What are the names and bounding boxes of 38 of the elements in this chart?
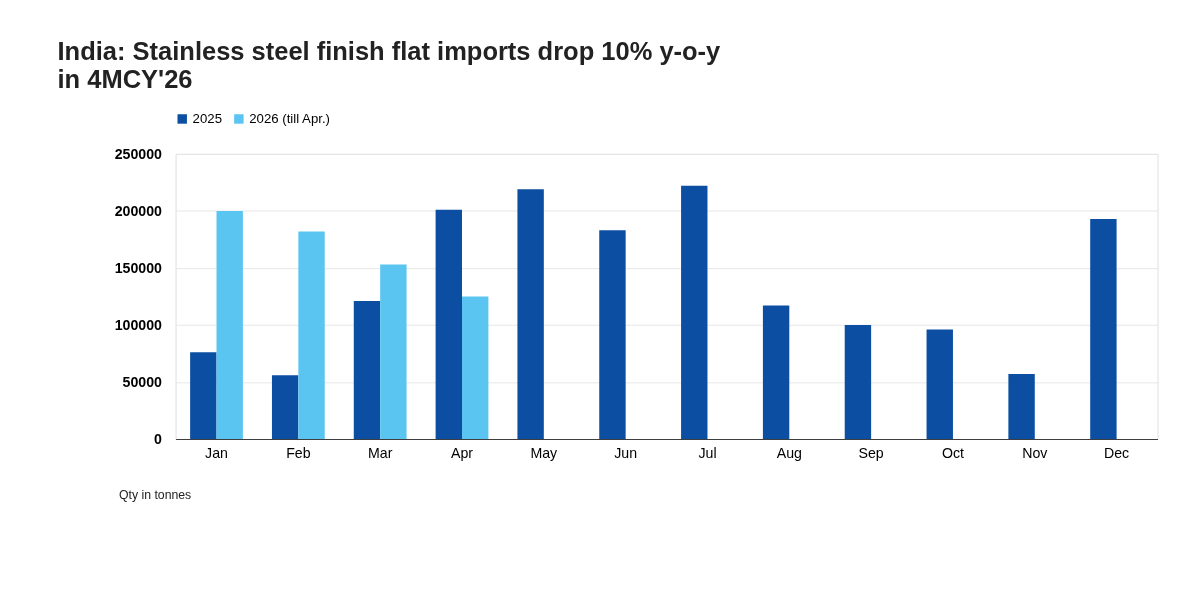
legend-label: 2026 (till Apr.) — [249, 110, 330, 126]
bar — [926, 329, 953, 440]
y-tick-label: 150000 — [114, 260, 163, 277]
bar — [599, 230, 626, 440]
text: Qty in tonnes — [118, 488, 192, 503]
x-tick-label: Aug — [776, 445, 802, 462]
x-tick-label: Jan — [205, 445, 228, 462]
bar — [1090, 218, 1117, 440]
chart-title: India: Stainless steel finish flat imports drop 10% y-o-y in 4MCY'26 — [57, 37, 722, 93]
bar — [1008, 374, 1035, 440]
x-tick-label: Oct — [941, 445, 965, 462]
x-tick-label: Apr — [450, 445, 474, 462]
bar — [353, 301, 381, 440]
y-tick-label: 200000 — [114, 203, 163, 220]
legend-label: 2025 — [192, 110, 222, 126]
bar — [271, 375, 299, 440]
bar — [298, 231, 325, 440]
bar — [762, 305, 790, 440]
x-tick-label: Jul — [698, 445, 717, 462]
x-tick-label: May — [530, 445, 559, 462]
y-tick-label: 250000 — [114, 146, 163, 163]
x-tick-label: Jun — [614, 445, 638, 462]
x-tick-label: Mar — [367, 445, 393, 462]
bar — [517, 189, 544, 440]
bar — [380, 264, 407, 440]
y-tick-label: 50000 — [122, 374, 163, 391]
x-tick-label: Nov — [1022, 445, 1049, 462]
y-tick-label: 0 — [154, 431, 163, 448]
x-tick-label: Feb — [286, 445, 311, 462]
bar — [462, 296, 489, 440]
bar — [681, 185, 708, 440]
x-tick-label: Dec — [1104, 445, 1130, 462]
bar — [190, 352, 217, 440]
x-tick-label: Sep — [858, 445, 884, 462]
bar — [435, 209, 462, 440]
y-tick-label: 100000 — [114, 317, 163, 334]
bar — [844, 324, 872, 440]
bar — [216, 210, 243, 440]
